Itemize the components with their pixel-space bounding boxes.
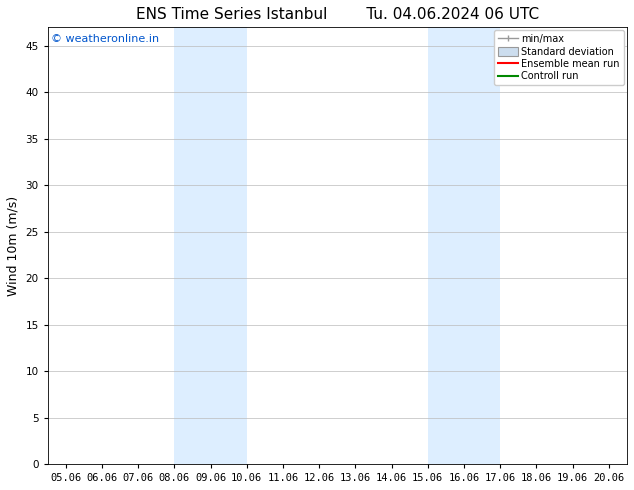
Title: ENS Time Series Istanbul        Tu. 04.06.2024 06 UTC: ENS Time Series Istanbul Tu. 04.06.2024 … [136,7,539,22]
Text: © weatheronline.in: © weatheronline.in [51,34,158,44]
Legend: min/max, Standard deviation, Ensemble mean run, Controll run: min/max, Standard deviation, Ensemble me… [495,30,624,85]
Bar [174,27,247,464]
Y-axis label: Wind 10m (m/s): Wind 10m (m/s) [7,196,20,296]
Bar [428,27,500,464]
